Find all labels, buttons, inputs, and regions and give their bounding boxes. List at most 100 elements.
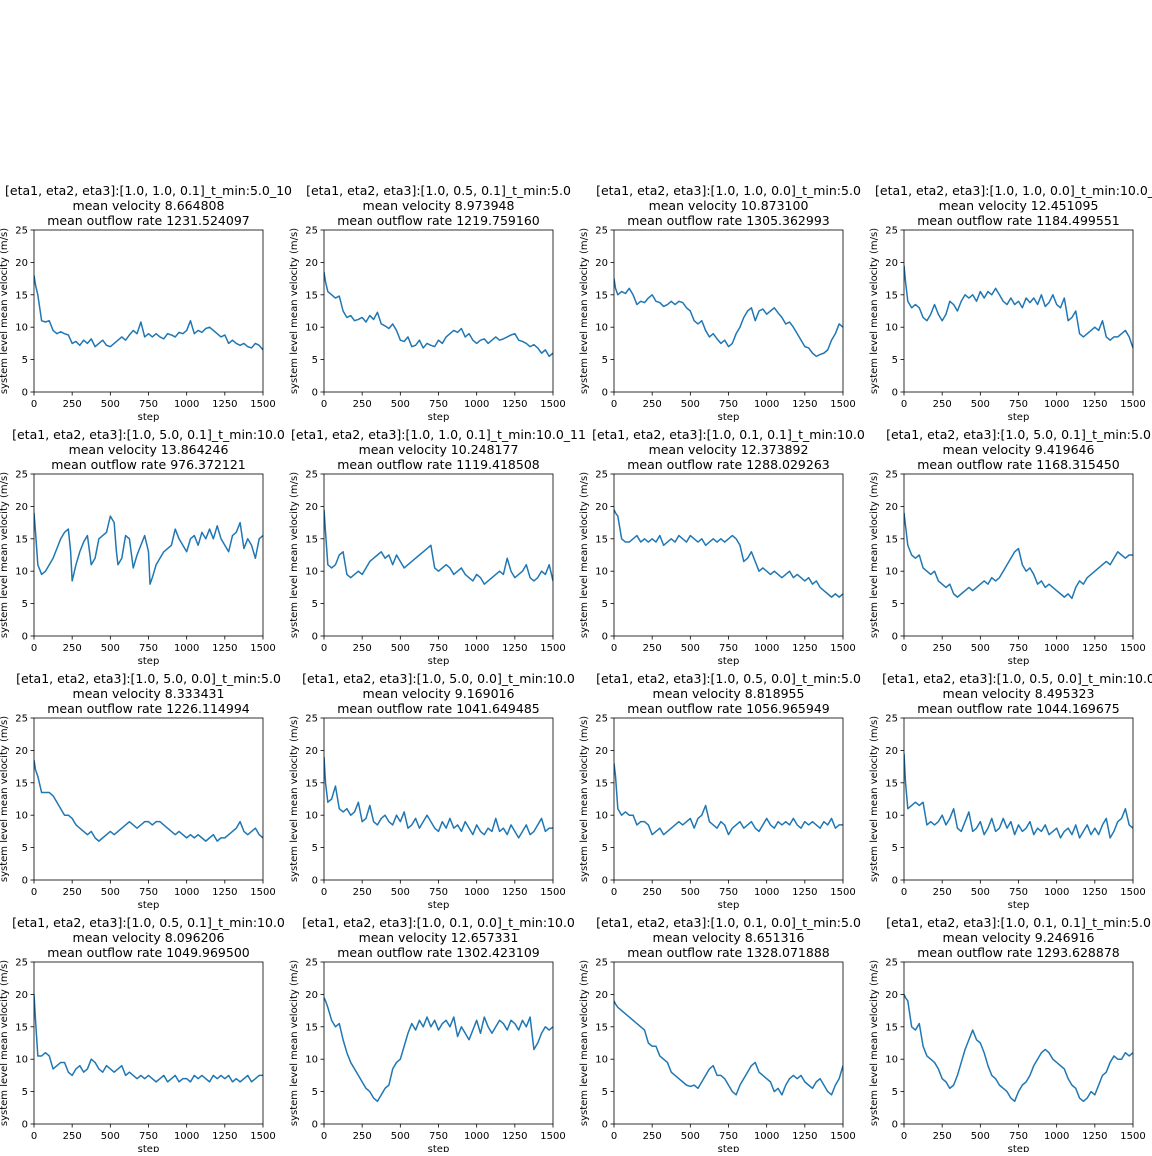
y-tick-label: 15: [885, 534, 898, 545]
y-axis-label: system level mean velocity (m/s): [869, 228, 880, 394]
axes-frame: [323, 717, 554, 881]
y-tick-label: 25: [595, 470, 608, 481]
y-tick-label: 25: [885, 958, 898, 969]
series-line: [614, 1000, 843, 1096]
x-tick-label: 1250: [792, 399, 817, 410]
x-tick-label: 500: [391, 399, 410, 410]
y-tick-label: 20: [885, 746, 898, 757]
x-tick-label: 1500: [250, 887, 275, 898]
x-tick-label: 1250: [502, 643, 527, 654]
x-axis-label: step: [1008, 1144, 1030, 1152]
y-tick-label: 10: [595, 811, 608, 822]
y-tick-label: 25: [15, 470, 28, 481]
x-tick-label: 250: [643, 399, 662, 410]
y-tick-label: 5: [892, 1087, 898, 1098]
y-tick-label: 5: [22, 843, 28, 854]
x-tick-label: 1250: [1082, 399, 1107, 410]
y-tick-label: 15: [305, 1022, 318, 1033]
x-tick-label: 1500: [830, 1131, 855, 1142]
subplot-title: [eta1, eta2, eta3]:[1.0, 5.0, 0.1]_t_min…: [886, 427, 1151, 442]
y-tick-label: 5: [22, 355, 28, 366]
x-tick-label: 0: [901, 887, 907, 898]
y-tick-label: 5: [892, 843, 898, 854]
x-tick-label: 750: [1009, 399, 1028, 410]
y-tick-label: 5: [602, 843, 608, 854]
x-tick-label: 250: [933, 887, 952, 898]
y-axis-label: system level mean velocity (m/s): [289, 228, 300, 394]
y-tick-label: 5: [602, 1087, 608, 1098]
axes-frame: [33, 961, 264, 1125]
x-tick-label: 0: [31, 1131, 37, 1142]
subplot-13: [eta1, eta2, eta3]:[1.0, 0.5, 0.1]_t_min…: [0, 915, 285, 1155]
axes-frame: [33, 717, 264, 881]
y-tick-label: 25: [305, 226, 318, 237]
y-tick-label: 25: [15, 714, 28, 725]
subplot-subtitle: mean velocity 12.657331: [359, 930, 519, 945]
x-axis-label: step: [718, 656, 740, 667]
y-tick-label: 20: [15, 258, 28, 269]
subplot-title: [eta1, eta2, eta3]:[1.0, 5.0, 0.1]_t_min…: [12, 427, 285, 442]
y-tick-label: 20: [15, 746, 28, 757]
y-tick-label: 0: [602, 876, 608, 887]
y-tick-label: 20: [15, 502, 28, 513]
x-tick-label: 1250: [1082, 887, 1107, 898]
y-tick-label: 0: [602, 632, 608, 643]
x-tick-label: 0: [31, 887, 37, 898]
x-tick-label: 1250: [792, 887, 817, 898]
x-tick-label: 250: [63, 643, 82, 654]
x-tick-label: 1250: [502, 1131, 527, 1142]
x-tick-label: 0: [611, 643, 617, 654]
x-tick-label: 750: [719, 399, 738, 410]
axes-frame: [323, 961, 554, 1125]
x-tick-label: 1250: [212, 887, 237, 898]
y-tick-label: 10: [15, 811, 28, 822]
subplot-subtitle-2: mean outflow rate 1288.029263: [627, 457, 829, 472]
subplot-title: [eta1, eta2, eta3]:[1.0, 1.0, 0.1]_t_min…: [291, 427, 586, 442]
subplot-subtitle-2: mean outflow rate 1168.315450: [917, 457, 1120, 472]
y-tick-label: 5: [22, 1087, 28, 1098]
x-tick-label: 1000: [754, 1131, 779, 1142]
subplot-1: [eta1, eta2, eta3]:[1.0, 1.0, 0.1]_t_min…: [0, 183, 292, 423]
series-line: [324, 272, 553, 358]
axes-frame: [903, 229, 1134, 393]
subplot-3: [eta1, eta2, eta3]:[1.0, 1.0, 0.0]_t_min…: [579, 183, 861, 423]
y-tick-label: 10: [15, 567, 28, 578]
x-tick-label: 1000: [754, 887, 779, 898]
subplot-title: [eta1, eta2, eta3]:[1.0, 0.1, 0.0]_t_min…: [596, 915, 861, 930]
x-tick-label: 750: [139, 1131, 158, 1142]
subplot-title: [eta1, eta2, eta3]:[1.0, 1.0, 0.0]_t_min…: [875, 183, 1152, 198]
subplot-subtitle: mean velocity 8.495323: [943, 686, 1095, 701]
y-tick-label: 25: [305, 958, 318, 969]
x-tick-label: 500: [101, 887, 120, 898]
y-axis-label: system level mean velocity (m/s): [289, 472, 300, 638]
subplot-subtitle-2: mean outflow rate 1056.965949: [627, 701, 830, 716]
x-tick-label: 1000: [464, 1131, 489, 1142]
y-tick-label: 10: [305, 811, 318, 822]
subplot-subtitle: mean velocity 8.096206: [73, 930, 225, 945]
subplot-subtitle-2: mean outflow rate 1305.362993: [627, 213, 829, 228]
y-tick-label: 25: [595, 714, 608, 725]
x-tick-label: 0: [321, 643, 327, 654]
subplot-11: [eta1, eta2, eta3]:[1.0, 0.5, 0.0]_t_min…: [579, 671, 861, 911]
x-tick-label: 500: [391, 643, 410, 654]
x-tick-label: 1250: [212, 643, 237, 654]
x-tick-label: 500: [681, 1131, 700, 1142]
y-tick-label: 15: [15, 778, 28, 789]
x-axis-label: step: [138, 1144, 160, 1152]
x-tick-label: 250: [63, 399, 82, 410]
subplot-subtitle-2: mean outflow rate 1328.071888: [627, 945, 830, 960]
series-line: [614, 509, 843, 598]
x-tick-label: 1000: [1044, 399, 1069, 410]
x-tick-label: 500: [971, 887, 990, 898]
x-tick-label: 1000: [174, 1131, 199, 1142]
x-tick-label: 750: [139, 643, 158, 654]
y-tick-label: 0: [22, 632, 28, 643]
y-axis-label: system level mean velocity (m/s): [289, 960, 300, 1126]
y-tick-label: 5: [602, 355, 608, 366]
x-tick-label: 500: [971, 643, 990, 654]
x-tick-label: 1500: [1120, 887, 1145, 898]
y-tick-label: 0: [602, 1120, 608, 1131]
x-tick-label: 0: [321, 1131, 327, 1142]
y-axis-label: system level mean velocity (m/s): [579, 716, 590, 882]
